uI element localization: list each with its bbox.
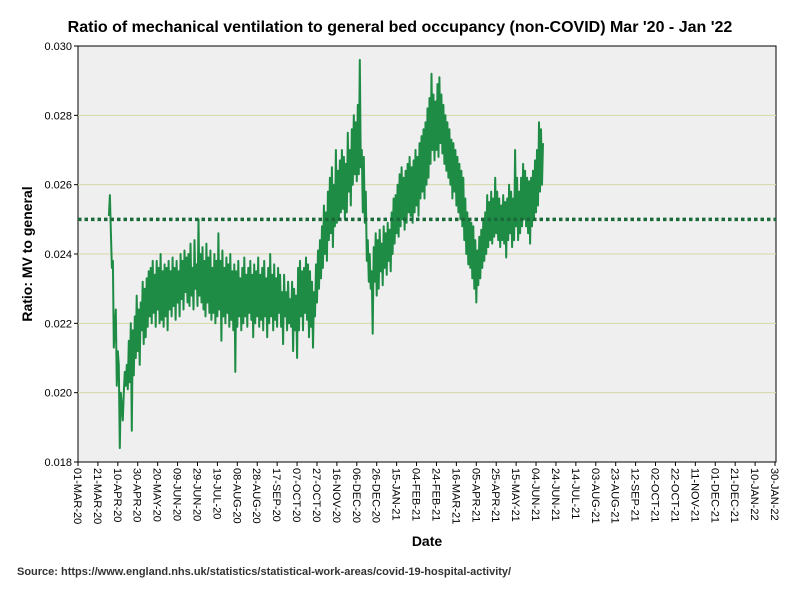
x-tick-label: 23-AUG-21 [609,468,621,524]
y-axis-ticks: 0.018 0.020 0.022 0.024 0.026 0.028 0.030 [44,41,78,469]
x-tick-label: 06-DEC-20 [350,468,362,523]
x-tick-label: 16-NOV-20 [330,468,342,523]
x-tick-label: 10-APR-20 [111,468,123,522]
x-tick-label: 15-JAN-21 [390,468,402,521]
x-tick-label: 19-JUL-20 [210,468,222,519]
x-tick-label: 30-APR-20 [131,468,143,522]
chart-title: Ratio of mechanical ventilation to gener… [68,19,733,36]
y-tick-label: 0.026 [44,180,72,192]
x-tick-label: 08-AUG-20 [230,468,242,524]
y-tick-label: 0.022 [44,318,72,330]
x-tick-label: 22-OCT-21 [668,468,680,522]
y-tick-label: 0.024 [44,249,72,261]
y-tick-label: 0.020 [44,388,72,400]
series-line [107,58,544,450]
x-tick-label: 30-JAN-22 [768,468,780,521]
x-tick-label: 16-MAR-21 [449,468,461,524]
x-tick-label: 09-JUN-20 [171,468,183,521]
y-tick-label: 0.028 [44,110,72,122]
y-tick-label: 0.030 [44,41,72,53]
x-tick-label: 05-APR-21 [469,468,481,522]
x-tick-label: 01-MAR-20 [71,468,83,524]
x-axis-label: Date [412,533,443,549]
source-note: Source: https://www.england.nhs.uk/stati… [17,566,512,578]
x-tick-label: 17-SEP-20 [270,468,282,522]
x-tick-label: 25-APR-21 [489,468,501,522]
x-tick-label: 24-JUN-21 [549,468,561,521]
x-tick-label: 04-FEB-21 [410,468,422,521]
x-tick-label: 12-SEP-21 [629,468,641,522]
x-tick-label: 20-MAY-20 [151,468,163,522]
x-tick-label: 28-AUG-20 [250,468,262,524]
x-tick-label: 15-MAY-21 [509,468,521,522]
y-tick-label: 0.018 [44,457,72,469]
x-tick-label: 04-JUN-21 [529,468,541,521]
x-tick-label: 01-DEC-21 [708,468,720,523]
x-tick-label: 10-JAN-22 [748,468,760,521]
x-tick-label: 07-OCT-20 [290,468,302,522]
x-tick-label: 26-DEC-20 [370,468,382,523]
x-tick-label: 11-NOV-21 [688,468,700,522]
x-axis-ticks: 01-MAR-20 21-MAR-20 10-APR-20 30-APR-20 20-M… [71,462,780,524]
x-tick-label: 14-JUL-21 [569,468,581,519]
x-tick-label: 03-AUG-21 [589,468,601,524]
x-tick-label: 27-OCT-20 [310,468,322,522]
y-axis-label: Ratio: MV to general [19,186,35,321]
x-tick-label: 02-OCT-21 [649,468,661,522]
x-tick-label: 24-FEB-21 [429,468,441,521]
x-tick-label: 29-JUN-20 [190,468,202,521]
x-tick-label: 21-DEC-21 [728,468,740,523]
x-tick-label: 21-MAR-20 [91,468,103,524]
